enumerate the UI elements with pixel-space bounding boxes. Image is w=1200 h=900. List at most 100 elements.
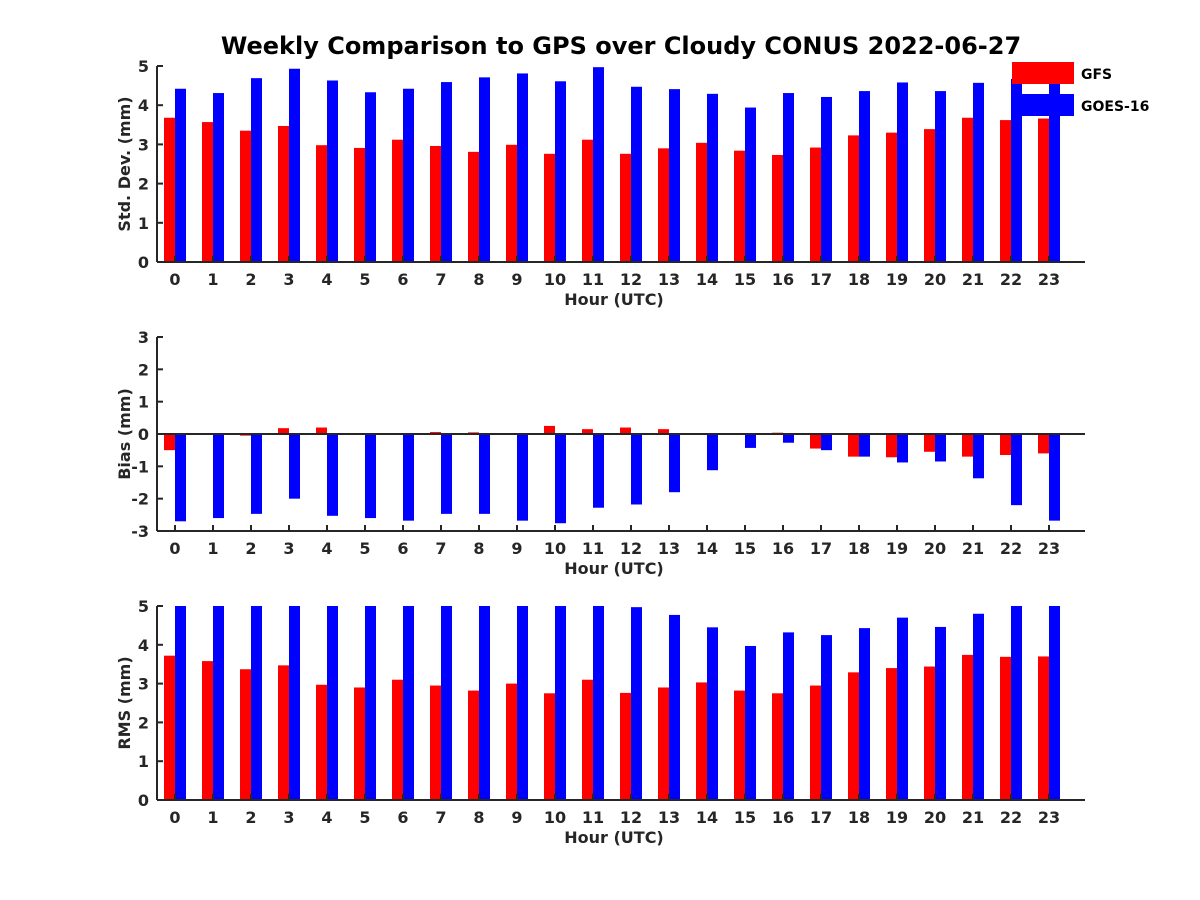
x-tick-label: 3 xyxy=(283,539,294,558)
bar-goes-16-8 xyxy=(479,77,490,262)
y-tick-label: 5 xyxy=(138,57,149,76)
x-tick-label: 22 xyxy=(1000,808,1022,827)
bar-gfs-6 xyxy=(392,139,403,262)
y-tick-label: 2 xyxy=(138,713,149,732)
bar-goes-16-16 xyxy=(783,93,794,262)
y-tick-label: 5 xyxy=(138,597,149,616)
bar-goes-16-15 xyxy=(745,645,756,800)
bar-goes-16-2 xyxy=(251,434,262,514)
bar-goes-16-1 xyxy=(213,93,224,262)
bar-goes-16-18 xyxy=(859,628,870,800)
y-tick-label: 2 xyxy=(138,175,149,194)
bar-gfs-23 xyxy=(1038,118,1049,262)
bar-gfs-18 xyxy=(848,135,859,262)
bar-goes-16-3 xyxy=(289,606,300,800)
bar-gfs-22 xyxy=(1000,656,1011,800)
y-tick-label: 1 xyxy=(138,214,149,233)
bar-goes-16-16 xyxy=(783,434,794,443)
bar-gfs-1 xyxy=(202,122,213,262)
x-tick-label: 14 xyxy=(696,270,718,289)
x-tick-label: 4 xyxy=(321,539,332,558)
bar-goes-16-10 xyxy=(555,434,566,524)
x-tick-label: 2 xyxy=(245,808,256,827)
legend: GFS GOES-16 xyxy=(1012,62,1149,116)
bar-goes-16-12 xyxy=(631,86,642,262)
x-tick-label: 1 xyxy=(207,808,218,827)
legend-label: GFS xyxy=(1081,67,1112,83)
x-tick-label: 0 xyxy=(169,539,180,558)
bar-goes-16-8 xyxy=(479,434,490,514)
bar-gfs-23 xyxy=(1038,656,1049,800)
y-axis-label: Std. Dev. (mm) xyxy=(115,96,134,231)
figure-title: Weekly Comparison to GPS over Cloudy CON… xyxy=(221,32,1021,60)
bar-goes-16-12 xyxy=(631,434,642,505)
bar-goes-16-6 xyxy=(403,434,414,521)
x-tick-label: 18 xyxy=(848,808,870,827)
bar-goes-16-18 xyxy=(859,91,870,262)
bar-goes-16-12 xyxy=(631,607,642,800)
y-tick-label: -3 xyxy=(131,522,149,541)
bar-gfs-21 xyxy=(962,434,973,457)
bar-gfs-11 xyxy=(582,139,593,262)
bar-goes-16-4 xyxy=(327,434,338,516)
bar-gfs-19 xyxy=(886,434,897,458)
bar-goes-16-14 xyxy=(707,93,718,262)
bar-gfs-20 xyxy=(924,666,935,800)
x-tick-label: 5 xyxy=(359,808,370,827)
bar-gfs-3 xyxy=(278,125,289,262)
bar-goes-16-1 xyxy=(213,434,224,519)
x-tick-label: 18 xyxy=(848,539,870,558)
x-axis-label: Hour (UTC) xyxy=(564,290,664,309)
x-tick-label: 5 xyxy=(359,539,370,558)
bar-goes-16-7 xyxy=(441,606,452,800)
bar-goes-16-11 xyxy=(593,606,604,800)
bar-goes-16-17 xyxy=(821,635,832,800)
x-tick-label: 6 xyxy=(397,808,408,827)
bar-gfs-18 xyxy=(848,672,859,800)
x-tick-label: 3 xyxy=(283,270,294,289)
x-tick-label: 6 xyxy=(397,539,408,558)
x-tick-label: 23 xyxy=(1038,539,1060,558)
bar-gfs-20 xyxy=(924,129,935,262)
bar-gfs-10 xyxy=(544,693,555,800)
bar-goes-16-20 xyxy=(935,434,946,462)
bar-gfs-15 xyxy=(734,150,745,262)
bar-gfs-22 xyxy=(1000,120,1011,262)
bar-goes-16-20 xyxy=(935,626,946,800)
bar-goes-16-17 xyxy=(821,434,832,451)
bar-goes-16-9 xyxy=(517,606,528,800)
x-tick-label: 6 xyxy=(397,270,408,289)
bar-goes-16-23 xyxy=(1049,606,1060,800)
x-tick-label: 22 xyxy=(1000,539,1022,558)
x-tick-label: 17 xyxy=(810,539,832,558)
y-tick-label: 3 xyxy=(138,328,149,347)
x-tick-label: 7 xyxy=(435,808,446,827)
legend-label: GOES-16 xyxy=(1081,99,1149,115)
bar-gfs-5 xyxy=(354,687,365,800)
bar-goes-16-19 xyxy=(897,617,908,800)
bar-gfs-13 xyxy=(658,687,669,800)
x-tick-label: 16 xyxy=(772,539,794,558)
y-tick-label: 3 xyxy=(138,135,149,154)
x-tick-label: 13 xyxy=(658,808,680,827)
bar-gfs-12 xyxy=(620,427,631,434)
x-tick-label: 16 xyxy=(772,808,794,827)
bar-gfs-23 xyxy=(1038,434,1049,454)
y-tick-label: 4 xyxy=(138,636,149,655)
bar-gfs-11 xyxy=(582,429,593,434)
x-tick-label: 16 xyxy=(772,270,794,289)
x-tick-label: 10 xyxy=(544,539,566,558)
bar-gfs-12 xyxy=(620,153,631,262)
bar-goes-16-5 xyxy=(365,606,376,800)
bar-goes-16-2 xyxy=(251,78,262,262)
x-tick-label: 2 xyxy=(245,539,256,558)
x-tick-label: 12 xyxy=(620,808,642,827)
bar-goes-16-21 xyxy=(973,434,984,479)
bar-gfs-4 xyxy=(316,684,327,800)
bar-gfs-0 xyxy=(164,655,175,800)
bar-gfs-12 xyxy=(620,692,631,800)
x-tick-label: 19 xyxy=(886,270,908,289)
y-axis-label: Bias (mm) xyxy=(115,388,134,480)
